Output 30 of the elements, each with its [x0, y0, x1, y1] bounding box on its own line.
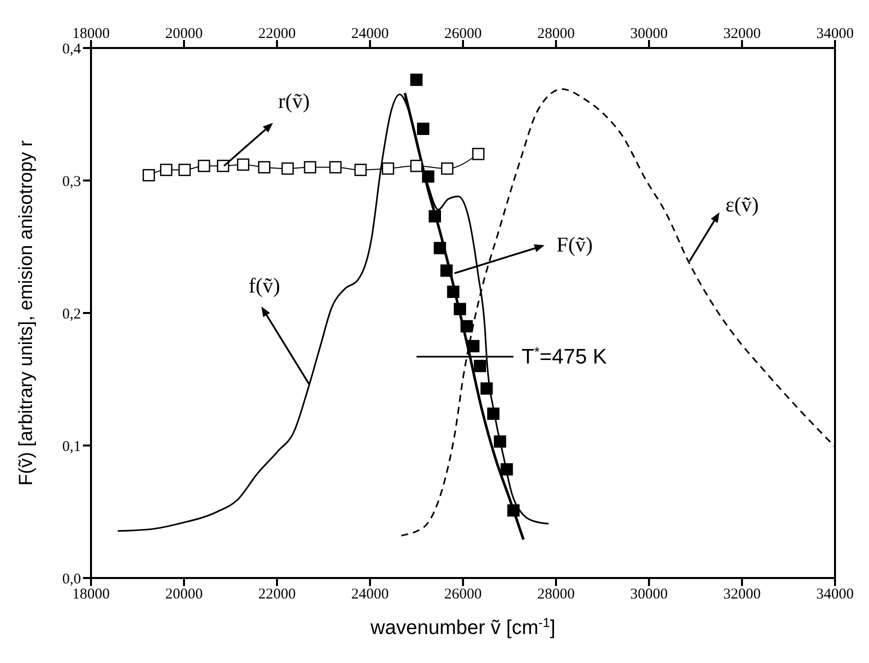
y-tick-label: 0,3: [62, 174, 81, 190]
x2-tick-label: 26000: [444, 26, 482, 42]
x-tick-label: 22000: [258, 586, 296, 603]
x-tick-label: 28000: [537, 586, 575, 603]
x-tick-label: 24000: [351, 586, 389, 603]
annotation: F(ṽ): [556, 232, 593, 256]
x-tick-label: 18000: [72, 586, 110, 603]
x2-tick-label: 22000: [258, 26, 296, 42]
y-tick-label: 0,1: [62, 438, 81, 455]
annotation: ε(ṽ): [725, 192, 759, 216]
x2-tick-label: 28000: [537, 26, 575, 42]
x2-tick-label: 32000: [723, 26, 761, 42]
y-tick-label: 0,2: [62, 306, 81, 322]
annotation: T$^{*}$=475 K: [521, 344, 607, 369]
x-tick-label: 32000: [723, 586, 761, 603]
x2-tick-label: 20000: [165, 26, 203, 42]
x-tick-label: 26000: [444, 586, 482, 603]
x2-tick-label: 24000: [351, 26, 389, 42]
x-tick-label: 20000: [165, 586, 203, 603]
annotation: r(ṽ): [278, 88, 310, 113]
x-tick-label: 30000: [630, 586, 668, 603]
x-axis-title: wavenumber ṽ [cm$^{-1}$]: [370, 614, 556, 639]
annotation: f(ṽ): [248, 274, 280, 298]
x2-tick-label: 30000: [630, 26, 668, 42]
x2-tick-label: 18000: [72, 26, 110, 42]
x-tick-label: 34000: [816, 586, 854, 603]
x2-tick-label: 34000: [816, 26, 854, 42]
y-axis-title: F(ṽ) [arbitrary units], emision anisotropy r: [16, 140, 37, 486]
y-tick-label: 0,4: [62, 41, 82, 58]
y-tick-label: 0,0: [62, 571, 81, 588]
